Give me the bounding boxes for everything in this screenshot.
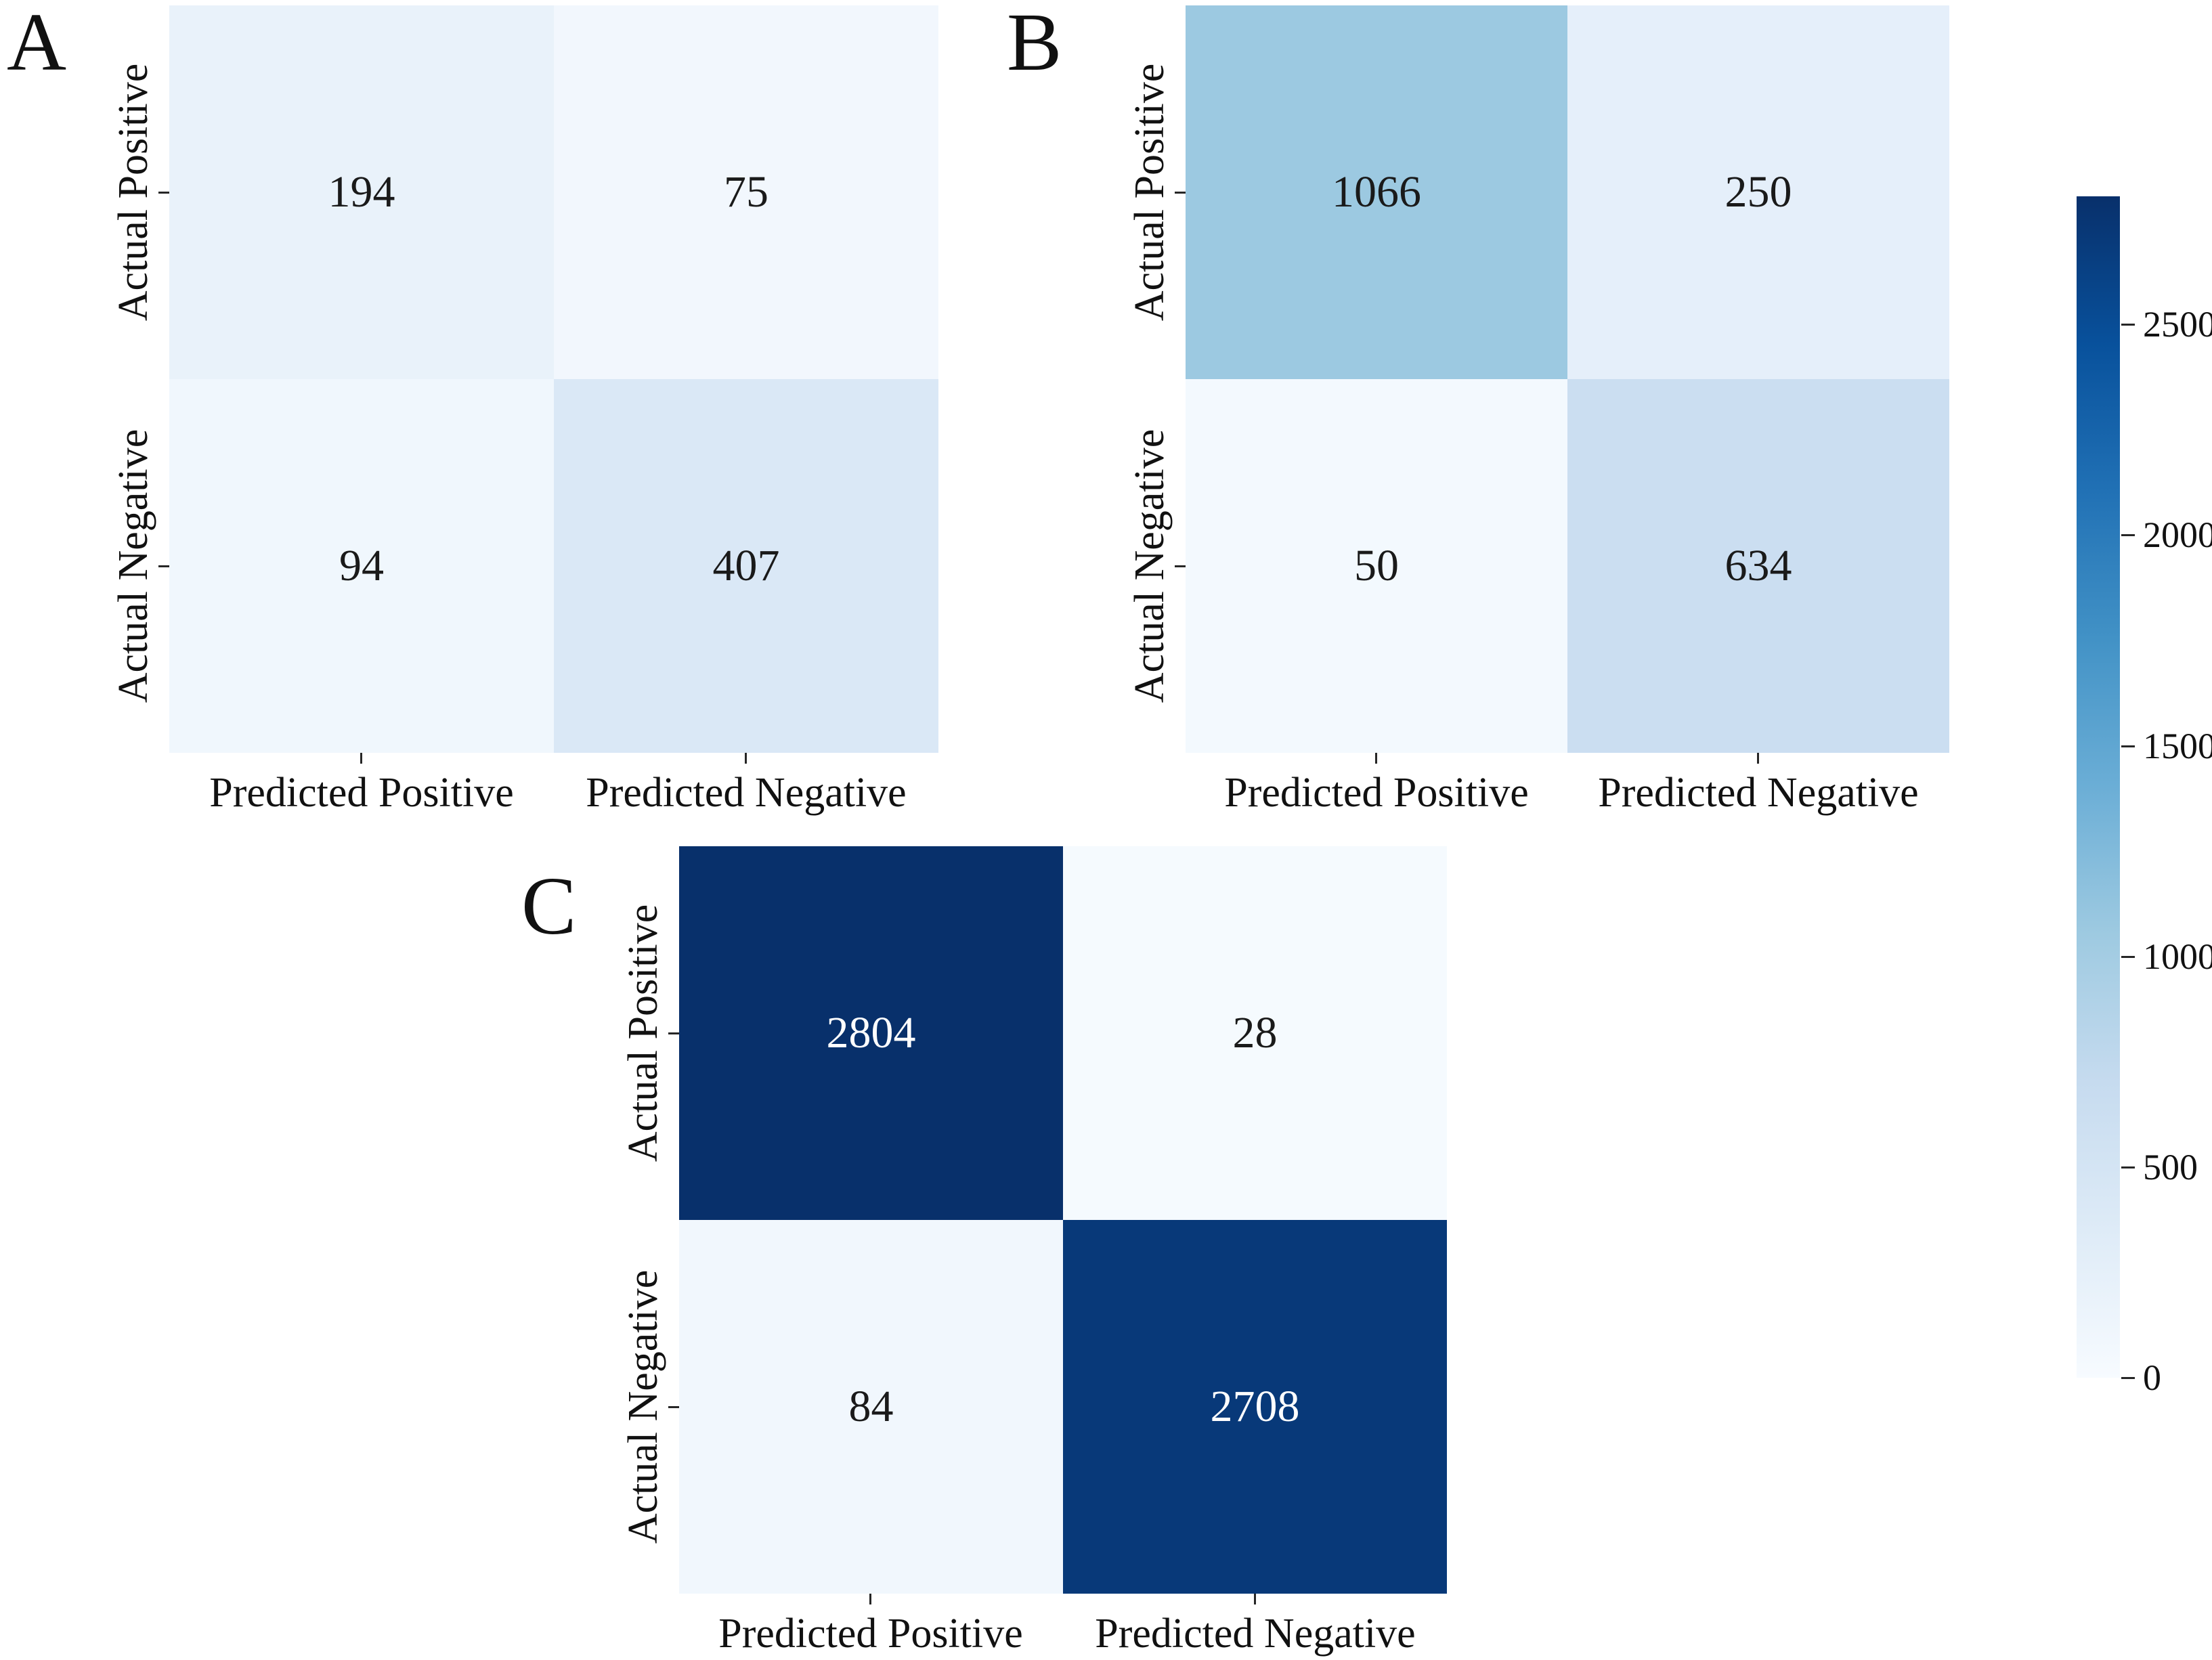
y-axis-label-a-actual-negative: Actual Negative xyxy=(110,429,156,703)
x-axis-label-a-predicted-positive: Predicted Positive xyxy=(209,770,514,816)
heatmap-cell-a-tn: 407 xyxy=(554,379,938,753)
colorbar-label-1000: 1000 xyxy=(2143,936,2212,977)
heatmap-cell-c-tn: 2708 xyxy=(1063,1220,1447,1594)
y-axis-label-b-actual-positive: Actual Positive xyxy=(1127,63,1173,322)
heatmap-cell-c-tp: 2804 xyxy=(679,846,1063,1220)
panel-letter-c: C xyxy=(521,860,577,952)
x-tick-c-col2 xyxy=(1254,1594,1256,1604)
x-tick-b-col1 xyxy=(1375,753,1377,764)
colorbar-tick-1500 xyxy=(2121,745,2135,747)
heatmap-cell-a-tp: 194 xyxy=(169,5,554,379)
x-tick-a-col1 xyxy=(360,753,362,764)
y-axis-label-c-actual-negative: Actual Negative xyxy=(620,1269,666,1544)
colorbar-tick-500 xyxy=(2121,1166,2135,1168)
y-axis-label-b-actual-negative: Actual Negative xyxy=(1127,429,1173,703)
x-axis-label-b-predicted-positive: Predicted Positive xyxy=(1224,770,1529,816)
y-axis-label-a-actual-positive: Actual Positive xyxy=(110,63,156,322)
x-tick-a-col2 xyxy=(745,753,747,764)
panel-letter-a: A xyxy=(7,0,67,88)
x-axis-label-b-predicted-negative: Predicted Negative xyxy=(1598,770,1919,816)
y-axis-label-c-actual-positive: Actual Positive xyxy=(620,904,666,1162)
colorbar-tick-0 xyxy=(2121,1377,2135,1379)
x-axis-label-a-predicted-negative: Predicted Negative xyxy=(586,770,907,816)
heatmap-cell-b-tp: 1066 xyxy=(1186,5,1567,379)
y-tick-c-row2 xyxy=(668,1406,679,1408)
y-tick-c-row1 xyxy=(668,1032,679,1034)
colorbar-gradient xyxy=(2077,196,2120,1378)
colorbar-tick-2000 xyxy=(2121,534,2135,536)
y-tick-a-row1 xyxy=(158,192,169,194)
colorbar-label-2000: 2000 xyxy=(2143,515,2212,555)
panel-letter-b: B xyxy=(1007,0,1062,88)
colorbar-label-500: 500 xyxy=(2143,1147,2198,1187)
heatmap-cell-c-fn: 28 xyxy=(1063,846,1447,1220)
colorbar-label-1500: 1500 xyxy=(2143,726,2212,766)
heatmap-cell-b-fn: 250 xyxy=(1567,5,1949,379)
y-tick-a-row2 xyxy=(158,565,169,567)
x-tick-b-col2 xyxy=(1757,753,1759,764)
y-tick-b-row1 xyxy=(1175,192,1186,194)
heatmap-cell-a-fp: 94 xyxy=(169,379,554,753)
y-tick-b-row2 xyxy=(1175,565,1186,567)
heatmap-cell-c-fp: 84 xyxy=(679,1220,1063,1594)
colorbar-label-0: 0 xyxy=(2143,1357,2161,1398)
heatmap-cell-b-fp: 50 xyxy=(1186,379,1567,753)
x-axis-label-c-predicted-positive: Predicted Positive xyxy=(718,1611,1023,1657)
colorbar-tick-2500 xyxy=(2121,324,2135,326)
colorbar-label-2500: 2500 xyxy=(2143,304,2212,345)
heatmap-cell-b-tn: 634 xyxy=(1567,379,1949,753)
colorbar-tick-1000 xyxy=(2121,956,2135,958)
x-tick-c-col1 xyxy=(869,1594,871,1604)
heatmap-cell-a-fn: 75 xyxy=(554,5,938,379)
x-axis-label-c-predicted-negative: Predicted Negative xyxy=(1095,1611,1416,1657)
